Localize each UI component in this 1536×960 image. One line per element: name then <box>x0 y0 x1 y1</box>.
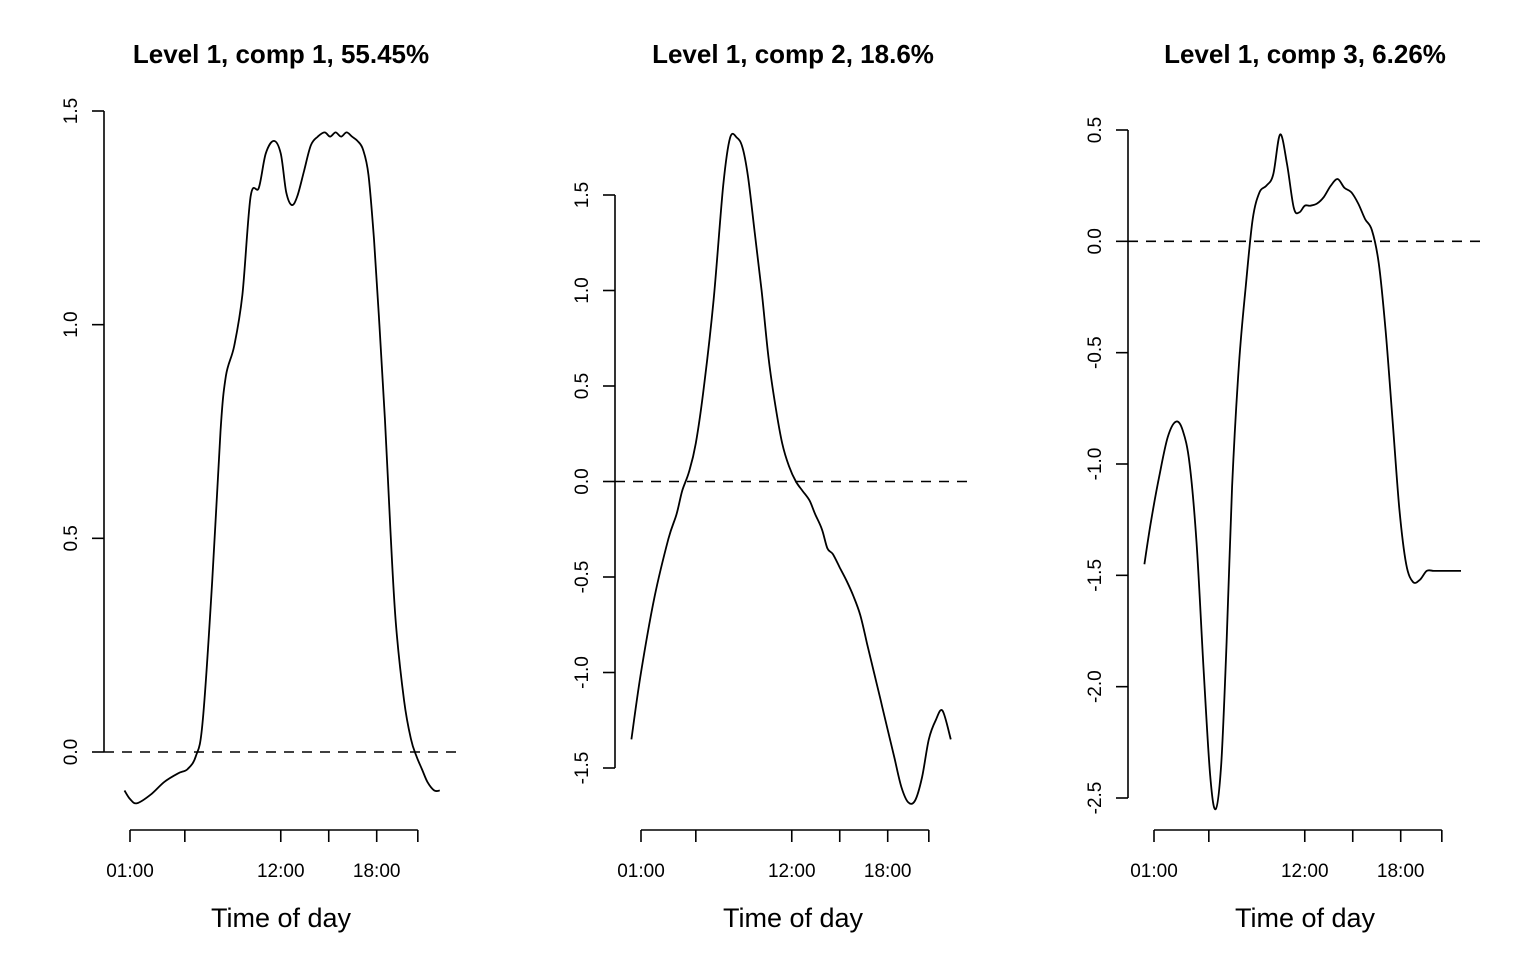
y-tick-label: 0.0 <box>572 468 593 494</box>
y-tick-label: -1.0 <box>572 656 593 689</box>
y-tick-label: 1.5 <box>61 98 82 124</box>
y-tick-label: 0.5 <box>572 373 593 399</box>
y-tick-label: 0.5 <box>1085 117 1106 143</box>
series-line <box>630 132 952 805</box>
y-tick-label: -2.0 <box>1085 670 1106 703</box>
y-tick-label: -1.0 <box>1085 448 1106 481</box>
y-tick-label: -2.5 <box>1085 782 1106 815</box>
x-tick-label: 18:00 <box>353 861 401 882</box>
y-tick-label: 1.0 <box>572 277 593 303</box>
chart-panel-1: Level 1, comp 1, 55.45% 0.0 0.5 1.0 1.5 01:00… <box>61 39 458 933</box>
series-line <box>1143 133 1461 811</box>
y-tick-label: -1.5 <box>1085 559 1106 592</box>
y-tick-label: -1.5 <box>572 752 593 785</box>
x-tick-label: 18:00 <box>1377 861 1425 882</box>
x-axis-label: Time of day <box>723 903 864 933</box>
y-tick-label: 0.5 <box>61 525 82 551</box>
chart-panel-2: Level 1, comp 2, 18.6% -1.5 -1.0 -0.5 0.0 0.5… <box>572 39 970 933</box>
chart-title: Level 1, comp 2, 18.6% <box>652 39 934 69</box>
y-tick-label: -0.5 <box>1085 336 1106 369</box>
chart-panel-3: Level 1, comp 3, 6.26% -2.5 -2.0 -1.5 -1.0 -0… <box>1085 39 1483 933</box>
y-tick-label: 0.0 <box>1085 228 1106 254</box>
x-axis-label: Time of day <box>211 903 352 933</box>
x-tick-label: 01:00 <box>1130 861 1178 882</box>
y-tick-label: 1.0 <box>61 311 82 337</box>
y-tick-label: 1.5 <box>572 182 593 208</box>
x-tick-label: 12:00 <box>257 861 305 882</box>
y-tick-label: -0.5 <box>572 561 593 594</box>
x-tick-label: 01:00 <box>617 861 665 882</box>
chart-title: Level 1, comp 1, 55.45% <box>133 39 429 69</box>
chart-title: Level 1, comp 3, 6.26% <box>1164 39 1446 69</box>
x-axis-label: Time of day <box>1235 903 1376 933</box>
x-tick-label: 12:00 <box>768 861 816 882</box>
x-tick-label: 01:00 <box>106 861 154 882</box>
x-tick-label: 12:00 <box>1281 861 1329 882</box>
y-tick-label: 0.0 <box>61 739 82 765</box>
series-line <box>123 131 440 805</box>
x-tick-label: 18:00 <box>864 861 912 882</box>
